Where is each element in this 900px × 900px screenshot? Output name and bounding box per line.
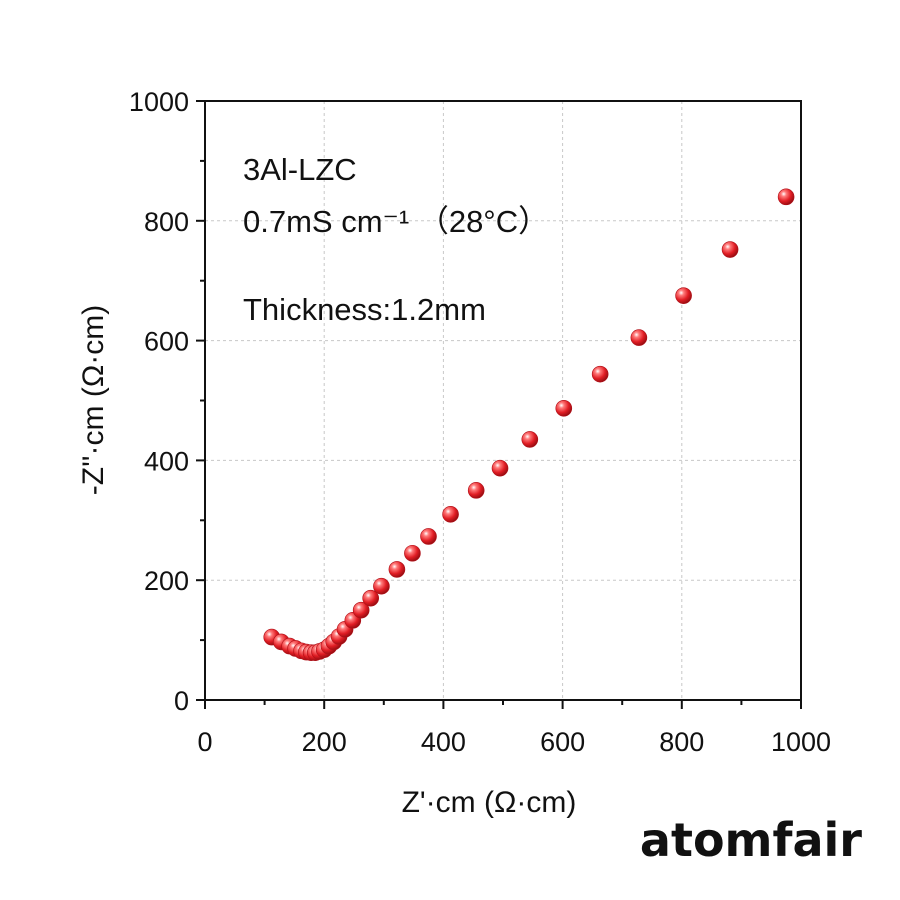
data-point: [352, 601, 370, 619]
data-point: [420, 528, 437, 545]
data-points: [263, 188, 795, 661]
annotation-sample: 3Al-LZC: [243, 152, 357, 187]
y-tick-label: 800: [144, 207, 189, 237]
y-axis-title: -Z''·cm (Ω·cm): [77, 305, 110, 495]
tick-labels: 0 200 400 600 800 1000 0 200 400 600 800 1000: [129, 87, 831, 757]
y-tick-label: 1000: [129, 87, 189, 117]
grid-lines: [205, 101, 801, 700]
data-point: [467, 482, 485, 499]
data-point: [442, 506, 459, 523]
data-point: [591, 365, 609, 383]
y-tick-label: 200: [144, 566, 189, 596]
y-tick-label: 400: [144, 446, 189, 476]
axis-ticks: [196, 100, 802, 709]
data-point: [521, 431, 539, 448]
x-axis-title: Z'·cm (Ω·cm): [402, 786, 577, 819]
x-tick-label: 800: [659, 727, 704, 757]
x-tick-label: 200: [302, 727, 347, 757]
annotation-conductivity: 0.7mS cm⁻¹ （28°C）: [243, 204, 549, 239]
brand-logo: atomfair: [640, 813, 862, 867]
data-point: [404, 544, 421, 562]
annotation-thickness: Thickness:1.2mm: [243, 292, 486, 327]
data-point: [373, 577, 390, 595]
x-tick-label: 1000: [771, 727, 831, 757]
data-point: [388, 561, 406, 578]
plot-frame: [204, 100, 802, 701]
data-point: [630, 329, 648, 346]
x-tick-label: 600: [540, 727, 585, 757]
data-point: [491, 459, 509, 477]
data-point: [675, 287, 692, 304]
y-tick-label: 600: [144, 327, 189, 357]
data-point: [777, 188, 795, 206]
data-point: [555, 399, 573, 417]
data-point: [721, 241, 739, 258]
x-tick-label: 0: [197, 727, 212, 757]
y-tick-label: 0: [174, 686, 189, 716]
x-tick-label: 400: [421, 727, 466, 757]
data-point: [362, 589, 379, 607]
